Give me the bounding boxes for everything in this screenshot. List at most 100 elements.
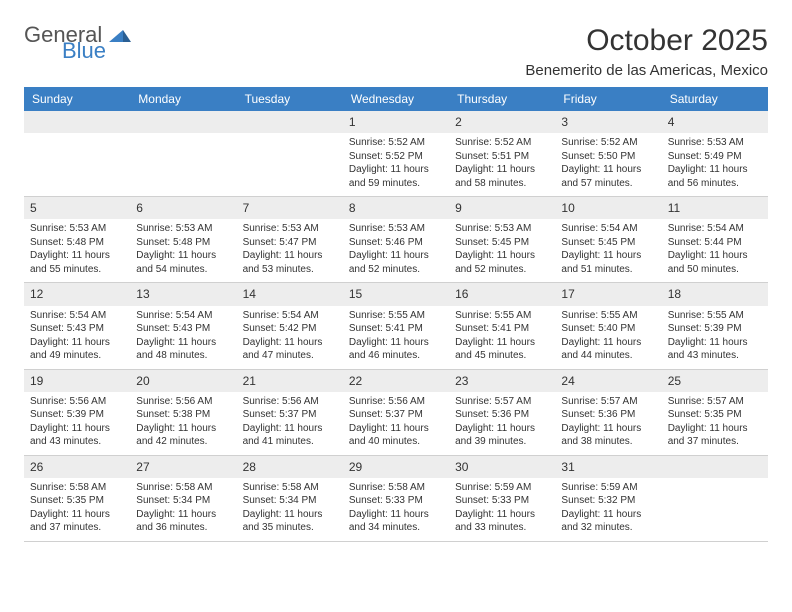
sunset-line: Sunset: 5:50 PM (561, 150, 655, 164)
calendar-day: 16Sunrise: 5:55 AMSunset: 5:41 PMDayligh… (449, 283, 555, 368)
day-header: Thursday (449, 87, 555, 111)
sunset-line: Sunset: 5:40 PM (561, 322, 655, 336)
daylight-line: Daylight: 11 hours and 58 minutes. (455, 163, 549, 190)
calendar-day: 20Sunrise: 5:56 AMSunset: 5:38 PMDayligh… (130, 370, 236, 455)
sunrise-line: Sunrise: 5:53 AM (349, 222, 443, 236)
sunset-line: Sunset: 5:43 PM (136, 322, 230, 336)
sunset-line: Sunset: 5:43 PM (30, 322, 124, 336)
calendar-day: 14Sunrise: 5:54 AMSunset: 5:42 PMDayligh… (237, 283, 343, 368)
day-number: 4 (662, 111, 768, 133)
day-number: 5 (24, 197, 130, 219)
sunrise-line: Sunrise: 5:58 AM (136, 481, 230, 495)
day-number: 27 (130, 456, 236, 478)
day-number: 29 (343, 456, 449, 478)
daylight-line: Daylight: 11 hours and 43 minutes. (30, 422, 124, 449)
day-number: 21 (237, 370, 343, 392)
day-number: 14 (237, 283, 343, 305)
daylight-line: Daylight: 11 hours and 54 minutes. (136, 249, 230, 276)
day-number (130, 111, 236, 133)
day-number: 9 (449, 197, 555, 219)
calendar-day: 1Sunrise: 5:52 AMSunset: 5:52 PMDaylight… (343, 111, 449, 196)
calendar-day (662, 456, 768, 541)
daylight-line: Daylight: 11 hours and 44 minutes. (561, 336, 655, 363)
day-header: Saturday (662, 87, 768, 111)
daylight-line: Daylight: 11 hours and 49 minutes. (30, 336, 124, 363)
sunrise-line: Sunrise: 5:55 AM (455, 309, 549, 323)
calendar-day: 11Sunrise: 5:54 AMSunset: 5:44 PMDayligh… (662, 197, 768, 282)
calendar-day: 29Sunrise: 5:58 AMSunset: 5:33 PMDayligh… (343, 456, 449, 541)
daylight-line: Daylight: 11 hours and 38 minutes. (561, 422, 655, 449)
daylight-line: Daylight: 11 hours and 36 minutes. (136, 508, 230, 535)
sunrise-line: Sunrise: 5:53 AM (668, 136, 762, 150)
day-number: 19 (24, 370, 130, 392)
daylight-line: Daylight: 11 hours and 40 minutes. (349, 422, 443, 449)
sunrise-line: Sunrise: 5:53 AM (243, 222, 337, 236)
calendar-body: 1Sunrise: 5:52 AMSunset: 5:52 PMDaylight… (24, 111, 768, 542)
logo: General Blue (24, 24, 131, 62)
day-number: 25 (662, 370, 768, 392)
sunset-line: Sunset: 5:33 PM (349, 494, 443, 508)
sunset-line: Sunset: 5:49 PM (668, 150, 762, 164)
daylight-line: Daylight: 11 hours and 41 minutes. (243, 422, 337, 449)
calendar-day: 17 Sunrise: 5:55 AMSunset: 5:40 PMDayligh… (555, 283, 661, 368)
calendar-week: 5Sunrise: 5:53 AMSunset: 5:48 PMDaylight… (24, 197, 768, 283)
daylight-line: Daylight: 11 hours and 48 minutes. (136, 336, 230, 363)
sunset-line: Sunset: 5:34 PM (136, 494, 230, 508)
calendar-week: 19Sunrise: 5:56 AMSunset: 5:39 PMDayligh… (24, 370, 768, 456)
day-number: 20 (130, 370, 236, 392)
calendar-day: 31Sunrise: 5:59 AMSunset: 5:32 PMDayligh… (555, 456, 661, 541)
day-number: 3 (555, 111, 661, 133)
sunset-line: Sunset: 5:39 PM (668, 322, 762, 336)
sunset-line: Sunset: 5:44 PM (668, 236, 762, 250)
sunrise-line: Sunrise: 5:56 AM (136, 395, 230, 409)
sunset-line: Sunset: 5:39 PM (30, 408, 124, 422)
sunrise-line: Sunrise: 5:58 AM (243, 481, 337, 495)
calendar-day (130, 111, 236, 196)
title-block: October 2025 Benemerito de las Americas,… (525, 24, 768, 79)
sunset-line: Sunset: 5:45 PM (455, 236, 549, 250)
calendar-day: 8Sunrise: 5:53 AMSunset: 5:46 PMDaylight… (343, 197, 449, 282)
day-number: 1 (343, 111, 449, 133)
calendar-day: 3Sunrise: 5:52 AMSunset: 5:50 PMDaylight… (555, 111, 661, 196)
sunrise-line: Sunrise: 5:57 AM (561, 395, 655, 409)
calendar-day: 19Sunrise: 5:56 AMSunset: 5:39 PMDayligh… (24, 370, 130, 455)
day-number: 31 (555, 456, 661, 478)
calendar-day: 22Sunrise: 5:56 AMSunset: 5:37 PMDayligh… (343, 370, 449, 455)
day-number: 24 (555, 370, 661, 392)
calendar-day: 21 Sunrise: 5:56 AMSunset: 5:37 PMDayligh… (237, 370, 343, 455)
location: Benemerito de las Americas, Mexico (525, 62, 768, 79)
calendar-day: 13Sunrise: 5:54 AMSunset: 5:43 PMDayligh… (130, 283, 236, 368)
sunrise-line: Sunrise: 5:59 AM (455, 481, 549, 495)
calendar-day (237, 111, 343, 196)
sunrise-line: Sunrise: 5:54 AM (30, 309, 124, 323)
sunset-line: Sunset: 5:37 PM (243, 408, 337, 422)
day-number: 17 (555, 283, 661, 305)
daylight-line: Daylight: 11 hours and 37 minutes. (668, 422, 762, 449)
calendar: SundayMondayTuesdayWednesdayThursdayFrid… (24, 87, 768, 542)
calendar-header-row: SundayMondayTuesdayWednesdayThursdayFrid… (24, 87, 768, 111)
day-number (237, 111, 343, 133)
daylight-line: Daylight: 11 hours and 46 minutes. (349, 336, 443, 363)
calendar-day: 18Sunrise: 5:55 AMSunset: 5:39 PMDayligh… (662, 283, 768, 368)
sunrise-line: Sunrise: 5:57 AM (668, 395, 762, 409)
daylight-line: Daylight: 11 hours and 47 minutes. (243, 336, 337, 363)
sunrise-line: Sunrise: 5:58 AM (30, 481, 124, 495)
daylight-line: Daylight: 11 hours and 55 minutes. (30, 249, 124, 276)
logo-text-bottom: Blue (62, 40, 131, 62)
calendar-day: 2Sunrise: 5:52 AMSunset: 5:51 PMDaylight… (449, 111, 555, 196)
sunrise-line: Sunrise: 5:56 AM (243, 395, 337, 409)
sunrise-line: Sunrise: 5:53 AM (136, 222, 230, 236)
sunrise-line: Sunrise: 5:55 AM (668, 309, 762, 323)
sunrise-line: Sunrise: 5:53 AM (30, 222, 124, 236)
daylight-line: Daylight: 11 hours and 34 minutes. (349, 508, 443, 535)
sunset-line: Sunset: 5:35 PM (668, 408, 762, 422)
sunset-line: Sunset: 5:47 PM (243, 236, 337, 250)
header: General Blue October 2025 Benemerito de … (24, 24, 768, 79)
sunrise-line: Sunrise: 5:54 AM (668, 222, 762, 236)
daylight-line: Daylight: 11 hours and 56 minutes. (668, 163, 762, 190)
sunrise-line: Sunrise: 5:55 AM (349, 309, 443, 323)
day-number: 16 (449, 283, 555, 305)
sunrise-line: Sunrise: 5:55 AM (561, 309, 655, 323)
day-header: Monday (130, 87, 236, 111)
sunrise-line: Sunrise: 5:52 AM (455, 136, 549, 150)
